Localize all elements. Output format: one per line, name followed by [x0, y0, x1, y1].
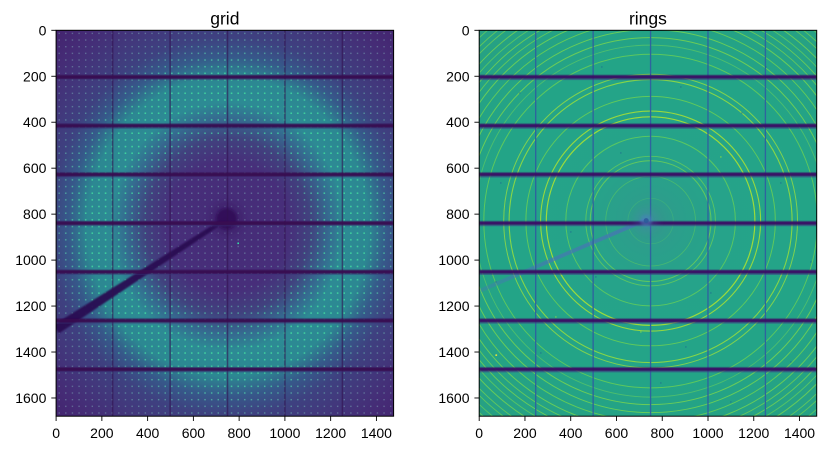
svg-text:0: 0 — [475, 425, 483, 441]
svg-text:1400: 1400 — [784, 425, 815, 441]
svg-text:400: 400 — [136, 425, 160, 441]
svg-text:1200: 1200 — [738, 425, 769, 441]
svg-text:800: 800 — [227, 425, 251, 441]
svg-text:0: 0 — [52, 425, 60, 441]
svg-text:grid: grid — [210, 8, 239, 28]
svg-text:1400: 1400 — [438, 344, 469, 360]
svg-text:200: 200 — [446, 68, 470, 84]
svg-text:0: 0 — [39, 22, 47, 38]
svg-text:200: 200 — [513, 425, 537, 441]
svg-text:1200: 1200 — [438, 298, 469, 314]
svg-text:400: 400 — [559, 425, 583, 441]
svg-text:1000: 1000 — [438, 252, 469, 268]
svg-text:600: 600 — [23, 160, 47, 176]
svg-text:1600: 1600 — [438, 390, 469, 406]
svg-text:1000: 1000 — [692, 425, 723, 441]
svg-text:600: 600 — [182, 425, 206, 441]
svg-text:1200: 1200 — [315, 425, 346, 441]
svg-text:200: 200 — [90, 425, 114, 441]
svg-text:1400: 1400 — [361, 425, 392, 441]
svg-text:600: 600 — [605, 425, 629, 441]
svg-text:800: 800 — [23, 206, 47, 222]
svg-text:400: 400 — [23, 114, 47, 130]
svg-text:1000: 1000 — [15, 252, 46, 268]
svg-text:200: 200 — [23, 68, 47, 84]
svg-text:800: 800 — [446, 206, 470, 222]
svg-text:rings: rings — [629, 8, 667, 28]
svg-text:1400: 1400 — [15, 344, 46, 360]
svg-text:1600: 1600 — [15, 390, 46, 406]
svg-text:1200: 1200 — [15, 298, 46, 314]
svg-text:600: 600 — [446, 160, 470, 176]
svg-text:1000: 1000 — [269, 425, 300, 441]
svg-text:400: 400 — [446, 114, 470, 130]
svg-text:0: 0 — [462, 22, 470, 38]
svg-text:800: 800 — [651, 425, 675, 441]
